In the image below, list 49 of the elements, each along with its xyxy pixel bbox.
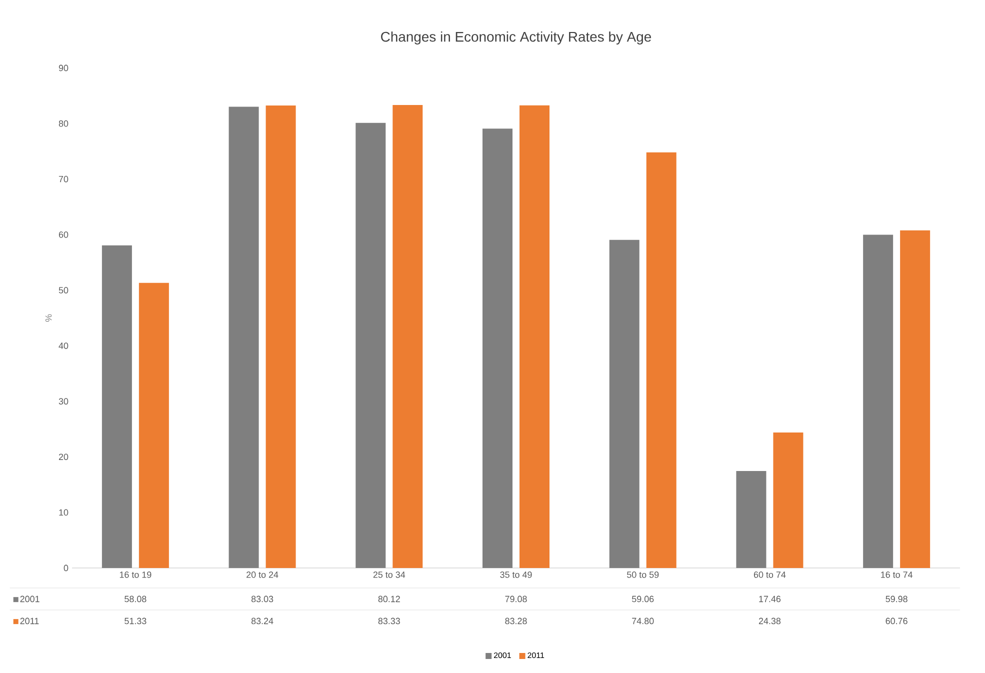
y-tick-label: 90	[58, 64, 68, 72]
data-label: 83.33	[378, 618, 400, 624]
chart-title: Changes in Economic Activity Rates by Age	[381, 31, 652, 44]
data-label: 51.33	[124, 618, 146, 624]
x-tick-label: 25 to 34	[373, 572, 406, 578]
y-tick-label: 40	[58, 342, 68, 349]
y-tick-label: 80	[58, 120, 68, 127]
bar	[520, 105, 550, 568]
y-tick-label: 60	[58, 231, 68, 238]
bar	[482, 128, 513, 568]
data-label: 74.80	[632, 618, 654, 624]
x-tick-label: 20 to 24	[246, 572, 278, 578]
bar	[356, 122, 386, 568]
x-tick-label: 50 to 59	[627, 572, 659, 578]
bar	[392, 105, 423, 568]
bar	[266, 106, 296, 568]
x-tick-label: 60 to 74	[754, 572, 786, 578]
data-label: 58.08	[124, 596, 146, 602]
data-label: 80.12	[378, 596, 400, 602]
bar	[863, 234, 894, 568]
bar	[900, 230, 930, 568]
y-tick-label: 10	[59, 509, 68, 516]
bar	[736, 470, 766, 568]
bar	[102, 245, 132, 568]
bar	[646, 152, 676, 568]
data-label: 83.03	[251, 596, 274, 602]
x-tick-label: 16 to 19	[120, 572, 152, 578]
y-tick-label: 70	[58, 176, 68, 182]
data-label: 24.38	[758, 618, 781, 624]
data-label: 60.76	[886, 618, 908, 624]
data-label: 83.28	[505, 618, 527, 624]
data-label: 59.06	[632, 596, 654, 602]
data-label: 59.98	[886, 596, 908, 602]
bar	[228, 106, 259, 568]
x-tick-label: 16 to 74	[881, 572, 912, 578]
y-tick-label: 30	[58, 398, 68, 404]
y-tick-label: 50	[58, 287, 68, 294]
y-tick-label: 20	[58, 454, 68, 460]
data-label: 83.24	[251, 618, 274, 624]
x-tick-label: 35 to 49	[500, 572, 532, 578]
legend-label: 2001	[20, 596, 40, 602]
y-axis-title: %	[45, 314, 52, 322]
bar	[773, 432, 804, 568]
bar	[609, 240, 640, 568]
text: 2011	[20, 618, 39, 624]
data-label: 79.08	[505, 596, 527, 602]
data-label: 17.46	[759, 596, 781, 602]
bar	[138, 282, 169, 568]
y-tick-label: 0	[64, 564, 68, 572]
